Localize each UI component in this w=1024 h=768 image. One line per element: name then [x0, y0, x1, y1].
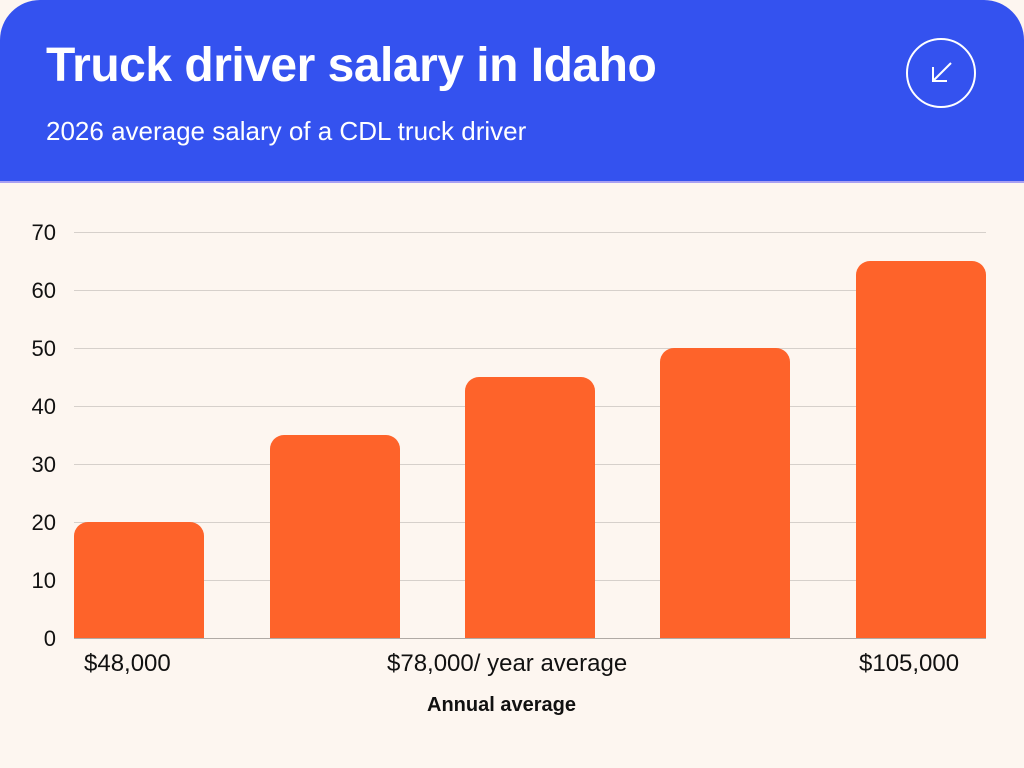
- x-label: $78,000/ year average: [387, 650, 628, 677]
- x-label: $105,000: [859, 650, 960, 677]
- y-tick: 0: [43, 626, 56, 651]
- y-tick: 20: [31, 510, 56, 535]
- gridline: [74, 232, 986, 233]
- bar: [856, 261, 986, 638]
- y-tick: 60: [31, 278, 56, 303]
- chart-subtitle: 2026 average salary of a CDL truck drive…: [46, 116, 527, 146]
- y-tick: 30: [31, 452, 56, 477]
- gridline: [74, 290, 986, 291]
- gridline: [74, 348, 986, 349]
- y-tick: 70: [31, 220, 56, 245]
- bar: [74, 522, 204, 638]
- y-tick: 50: [31, 336, 56, 361]
- bar: [465, 377, 595, 638]
- arrow-down-left-icon[interactable]: [906, 38, 976, 108]
- x-axis-line: [74, 638, 986, 639]
- chart-header: Truck driver salary in Idaho 2026 averag…: [0, 0, 1024, 183]
- bar: [270, 435, 400, 638]
- x-label: $48,000: [84, 650, 171, 677]
- x-axis-title: Annual average: [427, 694, 576, 716]
- y-tick: 40: [31, 394, 56, 419]
- bar: [660, 348, 790, 638]
- chart-title: Truck driver salary in Idaho: [46, 39, 657, 92]
- y-tick: 10: [31, 568, 56, 593]
